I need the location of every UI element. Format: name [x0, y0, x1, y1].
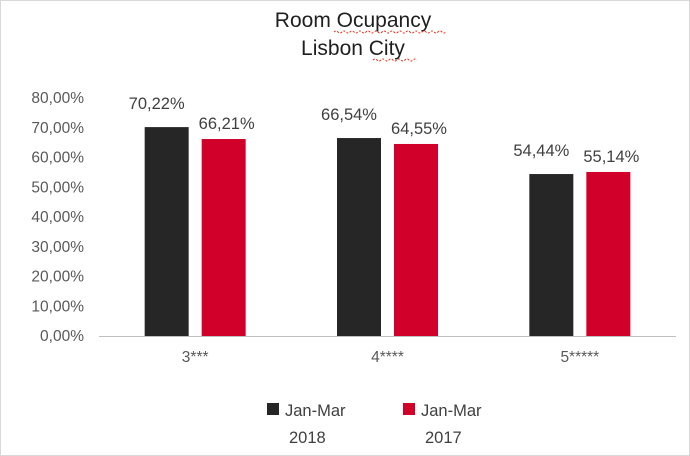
y-tick-label: 50,00% [31, 179, 84, 196]
spellcheck-underline [333, 30, 447, 34]
bar-jan-mar-2017 [201, 139, 246, 336]
bar-jan-mar-2018 [144, 127, 189, 337]
y-tick-label: 60,00% [31, 150, 84, 167]
y-tick-label: 10,00% [31, 298, 84, 315]
x-tick-label: 3*** [182, 349, 209, 366]
legend: Jan-Mar 2018 Jan-Mar 2017 [267, 402, 482, 447]
data-label: 66,21% [199, 115, 255, 133]
bar-jan-mar-2017 [394, 143, 438, 336]
y-tick-label: 30,00% [31, 239, 84, 256]
data-label: 64,55% [391, 120, 447, 138]
data-label: 55,14% [583, 148, 639, 166]
data-label: 66,54% [321, 106, 377, 124]
bar-jan-mar-2018 [337, 138, 381, 336]
y-tick-label: 40,00% [31, 209, 84, 226]
chart-title-line-2: Lisbon City [301, 37, 405, 60]
legend-swatch [403, 403, 415, 415]
data-label: 70,22% [129, 95, 185, 113]
data-labels: 70,22% 66,21% 66,54% 64,55% 54,44% 55,14% [129, 95, 640, 166]
bar-jan-mar-2018 [529, 174, 574, 336]
x-tick-label: 5***** [560, 349, 599, 366]
x-axis: 3*** 4**** 5***** [182, 349, 599, 366]
legend-label: Jan-Mar [285, 402, 346, 420]
y-axis: 0,00% 10,00% 20,00% 30,00% 40,00% 50,00% 60,00… [31, 90, 84, 345]
legend-label: 2018 [289, 429, 326, 447]
x-tick-label: 4**** [371, 349, 404, 366]
chart-title-line-1: Room Ocupancy [275, 9, 432, 32]
legend-label: Jan-Mar [421, 402, 482, 420]
spellcheck-underline [372, 58, 418, 62]
y-tick-label: 0,00% [40, 328, 84, 345]
bars [144, 127, 631, 337]
y-tick-label: 70,00% [31, 120, 84, 137]
chart-title: Room Ocupancy Lisbon City [275, 9, 447, 62]
bar-jan-mar-2017 [586, 171, 631, 336]
legend-label: 2017 [425, 429, 462, 447]
y-tick-label: 80,00% [31, 90, 84, 107]
y-tick-label: 20,00% [31, 269, 84, 286]
data-label: 54,44% [513, 142, 569, 160]
legend-swatch [267, 403, 279, 415]
